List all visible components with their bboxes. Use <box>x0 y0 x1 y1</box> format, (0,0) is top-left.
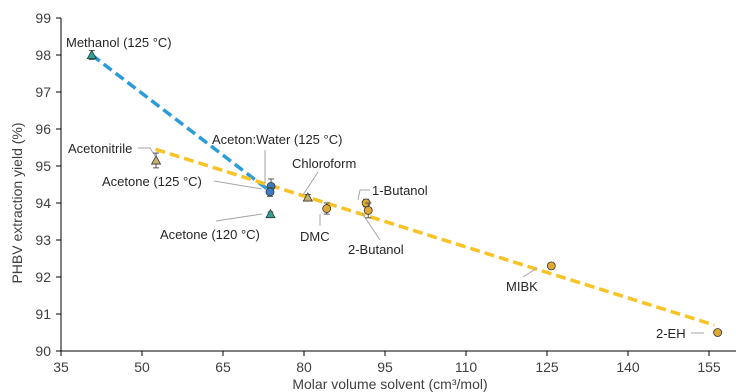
marker <box>265 187 275 197</box>
y-tick-label: 97 <box>35 84 51 100</box>
x-tick-label: 50 <box>134 359 150 375</box>
point-acetone-125-c <box>265 186 275 197</box>
x-tick-label: 35 <box>53 359 69 375</box>
point-chloroform <box>302 192 313 202</box>
leader-1-butanol <box>357 189 370 201</box>
y-tick-label: 93 <box>35 232 51 248</box>
leader-chloroform <box>302 171 319 196</box>
leader-acetone-125-c <box>213 180 263 190</box>
label-1-butanol: 1-Butanol <box>372 183 428 198</box>
y-tick-label: 94 <box>35 195 51 211</box>
point-acetonitrile <box>150 152 162 169</box>
marker <box>546 261 556 271</box>
point-labels: Methanol (125 °C) Acetonitrile Aceton:Wate… <box>66 35 686 341</box>
x-tick-label: 140 <box>616 359 640 375</box>
y-tick-label: 92 <box>35 269 51 285</box>
x-axis-title: Molar volume solvent (cm³/mol) <box>292 376 487 392</box>
marker <box>150 155 162 165</box>
label-acetonitrile: Acetonitrile <box>68 141 132 156</box>
annotation-leaders <box>138 147 704 334</box>
label-2-eh: 2-EH <box>656 326 686 341</box>
point-2-eh <box>713 328 723 337</box>
marker <box>363 205 373 215</box>
point-2-butanol <box>363 202 373 219</box>
marker <box>302 192 313 202</box>
marker <box>86 49 97 59</box>
y-tick-labels: 90 91 92 93 94 95 96 97 98 99 <box>35 10 51 359</box>
label-acetone-120-c: Acetone (120 °C) <box>160 227 260 242</box>
trendline-2 <box>154 147 715 327</box>
y-tick-label: 96 <box>35 121 51 137</box>
label-dmc: DMC <box>300 229 330 244</box>
marker <box>322 204 332 213</box>
point-acetone-120-c <box>265 208 276 219</box>
point-mibk <box>546 261 556 271</box>
x-tick-label: 65 <box>215 359 231 375</box>
trendline-1 <box>90 53 273 194</box>
y-tick-label: 90 <box>35 343 51 359</box>
x-tick-label: 125 <box>535 359 559 375</box>
data-points <box>86 49 723 337</box>
trendlines <box>90 53 715 327</box>
x-tick-label: 155 <box>697 359 721 375</box>
label-aceton-water-125-c: Aceton:Water (125 °C) <box>212 132 342 147</box>
label-2-butanol: 2-Butanol <box>348 242 404 257</box>
y-axis-title: PHBV extraction yield (%) <box>9 122 25 283</box>
label-chloroform: Chloroform <box>292 156 356 171</box>
point-dmc <box>322 202 332 215</box>
marker <box>265 208 276 219</box>
leader-2-butanol <box>361 212 381 241</box>
marker <box>713 328 723 337</box>
leader-acetonitrile <box>138 147 156 157</box>
x-tick-labels: 35 50 65 80 95 110 125 140 155 <box>53 359 721 375</box>
y-tick-label: 91 <box>35 306 51 322</box>
x-tick-label: 95 <box>377 359 393 375</box>
y-tick-label: 98 <box>35 47 51 63</box>
leader-acetone-120-c <box>215 213 263 222</box>
axes <box>56 17 736 356</box>
y-tick-label: 99 <box>35 10 51 26</box>
y-tick-label: 95 <box>35 158 51 174</box>
leader-mibk <box>522 267 538 278</box>
label-acetone-125-c: Acetone (125 °C) <box>102 174 202 189</box>
label-mibk: MIBK <box>506 279 538 294</box>
x-tick-label: 80 <box>296 359 312 375</box>
label-methanol-125-c: Methanol (125 °C) <box>66 35 172 50</box>
x-tick-label: 110 <box>455 359 478 375</box>
point-methanol-125-c <box>86 49 97 60</box>
